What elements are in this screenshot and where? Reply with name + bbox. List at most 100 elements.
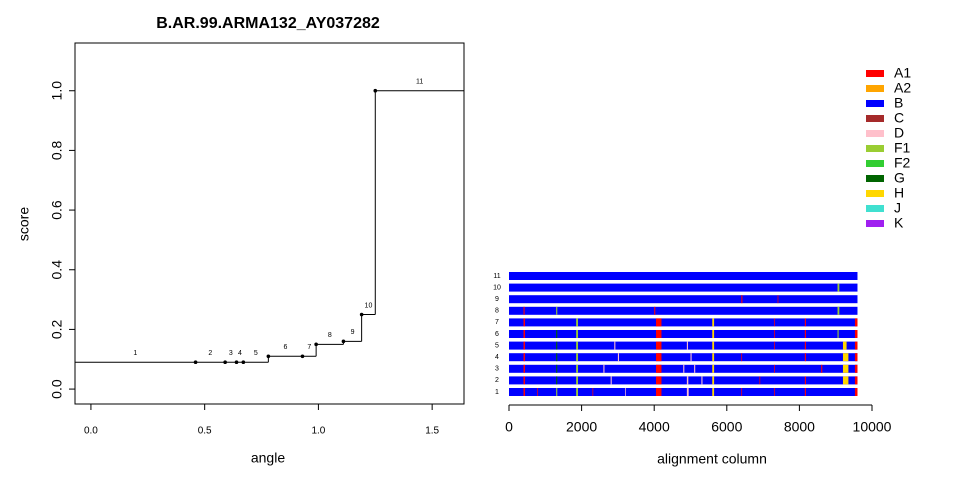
point (314, 342, 318, 347)
segment-label: 1 (133, 350, 137, 357)
x-tick-label: 1.5 (425, 426, 439, 437)
x-tick-label: 10000 (853, 419, 892, 435)
subtype-segment (576, 318, 578, 327)
point (300, 354, 305, 359)
subtype-segment (556, 306, 558, 315)
legend-label: J (894, 200, 901, 216)
subtype-segment (773, 388, 775, 396)
subtype-segment (741, 353, 743, 362)
legend-swatch (866, 205, 884, 212)
subtype-segment (854, 330, 858, 338)
subtype-segment (509, 283, 858, 292)
row-label: 8 (495, 308, 499, 315)
subtype-segment (773, 330, 775, 338)
legend-swatch (866, 160, 884, 167)
y-tick-label: 0.2 (49, 319, 65, 339)
legend-swatch (866, 85, 884, 92)
row-label: 11 (493, 273, 500, 280)
subtype-segment (701, 376, 703, 385)
subtype-segment (603, 364, 605, 373)
point (234, 360, 239, 365)
subtype-segment (854, 353, 858, 362)
chart-title: B.AR.99.ARMA132_AY037282 (156, 15, 380, 32)
subtype-segment (759, 376, 761, 385)
subtype-segment (712, 318, 715, 327)
row-label: 7 (495, 319, 499, 326)
subtype-segment (854, 376, 858, 385)
subtype-segment (556, 341, 558, 350)
subtype-segment (509, 353, 858, 362)
subtype-segment (837, 306, 840, 315)
subtype-segment (741, 295, 743, 304)
legend-swatch (866, 115, 884, 122)
y-tick-label: 0.8 (49, 140, 65, 160)
plot-box (74, 42, 465, 405)
subtype-segment (712, 364, 715, 373)
subtype-segment (686, 388, 689, 396)
subtype-segment (656, 318, 662, 327)
subtype-segment (576, 364, 578, 373)
x-tick-label: 6000 (711, 419, 742, 435)
legend-label: C (894, 110, 904, 126)
subtype-segment (712, 376, 715, 385)
subtype-segment (556, 353, 558, 362)
subtype-segment (773, 341, 775, 350)
segment-label: 7 (307, 344, 311, 351)
subtype-segment (576, 353, 578, 362)
point (266, 354, 271, 359)
legend-swatch (866, 130, 884, 137)
legend-label: K (894, 215, 904, 231)
subtype-segment (686, 376, 689, 385)
subtype-segment (854, 341, 858, 350)
segment-label: 10 (365, 302, 373, 309)
subtype-segment (592, 388, 594, 396)
subtype-segment (610, 376, 612, 385)
subtype-segment (654, 306, 656, 315)
subtype-segment (523, 318, 525, 327)
legend-swatch (866, 190, 884, 197)
subtype-segment (656, 353, 662, 362)
row-label: 6 (495, 331, 499, 338)
subtype-segment (556, 388, 558, 396)
point (341, 339, 346, 344)
subtype-segment (686, 341, 688, 350)
point (193, 360, 198, 365)
point (359, 312, 364, 317)
legend-label: F2 (894, 155, 911, 171)
subtype-segment (837, 330, 839, 338)
subtype-segment (656, 330, 662, 338)
segment-label: 4 (238, 350, 242, 357)
subtype-segment (656, 376, 662, 385)
subtype-segment (804, 330, 806, 338)
x-tick-label: 0.0 (84, 426, 98, 437)
y-axis-label: score (16, 207, 32, 241)
subtype-segment (556, 364, 558, 373)
subtype-segment (804, 376, 806, 385)
x-tick-label: 0 (505, 419, 513, 435)
subtype-segment (509, 306, 858, 315)
legend-swatch (866, 70, 884, 77)
subtype-segment (690, 353, 692, 362)
subtype-segment (523, 306, 525, 315)
subtype-segment (712, 388, 715, 396)
subtype-segment (712, 353, 715, 362)
subtype-segment (804, 353, 806, 362)
subtype-segment (523, 376, 525, 385)
segment-label: 8 (328, 332, 332, 339)
subtype-segment (576, 376, 578, 385)
x-tick-label: 0.5 (198, 426, 212, 437)
subtype-segment (576, 341, 578, 350)
subtype-segment (842, 341, 847, 350)
subtype-segment (656, 388, 662, 396)
legend-label: F1 (894, 140, 911, 156)
subtype-segment (656, 341, 662, 350)
subtype-segment (842, 376, 849, 385)
legend-swatch (866, 220, 884, 227)
subtype-segment (741, 388, 743, 396)
subtype-segment (523, 364, 525, 373)
x-axis-label: angle (251, 450, 285, 466)
subtype-segment (537, 388, 539, 396)
subtype-segment (523, 330, 525, 338)
legend-swatch (866, 100, 884, 107)
subtype-segment (837, 283, 840, 292)
